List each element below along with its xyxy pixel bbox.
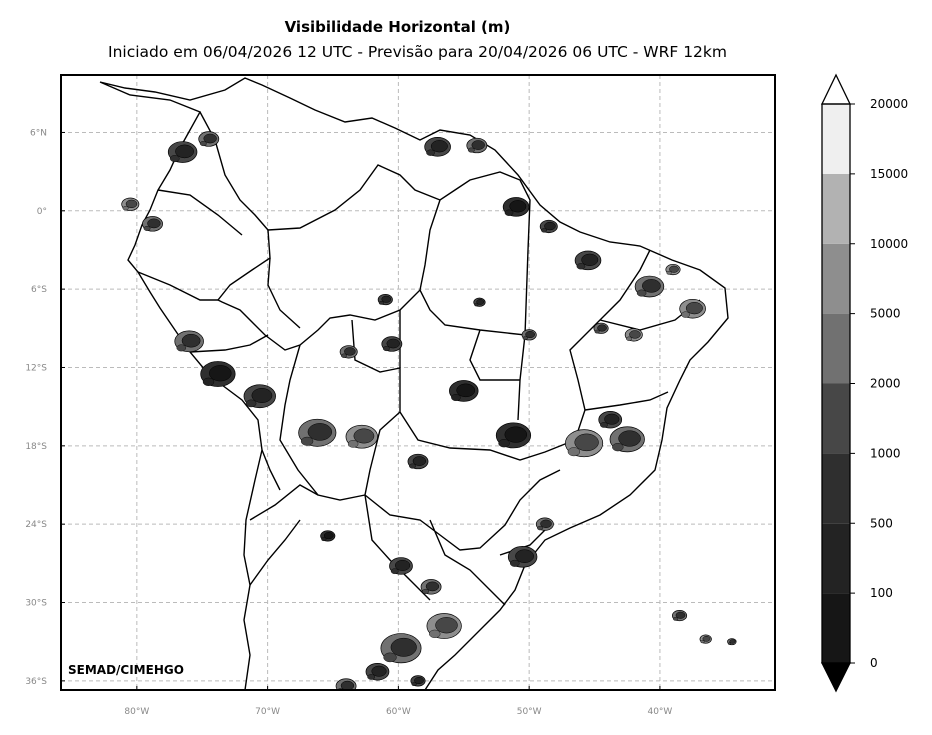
lon-tick-label: 80°W — [124, 707, 149, 717]
low-visibility-areas — [121, 131, 737, 690]
low-visibility-patch — [377, 294, 393, 306]
low-visibility-patch — [624, 328, 643, 342]
credit-label: SEMAD/CIMEHGO — [68, 663, 184, 677]
latitude-ticks: 6°N 0° 6°S 12°S 18°S 24°S 30°S 36°S — [25, 128, 65, 687]
colorbar-segment — [822, 523, 850, 594]
graticule — [61, 75, 775, 690]
low-visibility-patch — [565, 429, 604, 458]
low-visibility-patch — [298, 418, 337, 447]
map-subtitle: Iniciado em 06/04/2026 12 UTC - Previsão… — [108, 43, 727, 61]
colorbar-segment — [822, 243, 850, 314]
low-visibility-patch — [495, 422, 532, 449]
lon-tick-label: 40°W — [647, 707, 672, 717]
lat-tick-label: 0° — [37, 207, 47, 217]
lat-tick-label: 30°S — [25, 599, 47, 609]
low-visibility-patch — [198, 131, 220, 147]
low-visibility-patch — [449, 380, 479, 402]
colorbar-segment — [822, 383, 850, 454]
low-visibility-patch — [335, 678, 357, 690]
colorbar-segment — [822, 104, 850, 174]
colorbar-label: 100 — [870, 586, 893, 600]
lat-tick-label: 24°S — [25, 520, 47, 530]
colorbar-label: 500 — [870, 516, 893, 530]
low-visibility-patch — [420, 579, 442, 595]
colorbar-segment — [822, 593, 850, 663]
low-visibility-patch — [535, 517, 554, 531]
map-frame — [60, 74, 776, 691]
colorbar-segment — [822, 313, 850, 384]
colorbar-segment — [822, 173, 850, 244]
low-visibility-patch — [665, 263, 681, 276]
low-visibility-patch — [345, 424, 378, 449]
low-visibility-patch — [339, 345, 358, 359]
low-visibility-patch — [200, 361, 236, 387]
low-visibility-patch — [243, 384, 276, 409]
low-visibility-patch — [574, 250, 602, 271]
low-visibility-patch — [320, 530, 336, 542]
low-visibility-patch — [699, 634, 712, 644]
low-visibility-patch — [389, 557, 413, 575]
low-visibility-patch — [167, 141, 198, 163]
lat-tick-label: 6°N — [30, 128, 47, 138]
low-visibility-patch — [593, 322, 609, 334]
colorbar-label: 10000 — [870, 237, 908, 251]
colorbar-extend-max — [820, 73, 852, 105]
lat-tick-label: 12°S — [25, 363, 47, 373]
map-title: Visibilidade Horizontal (m) — [284, 18, 511, 36]
low-visibility-patch — [380, 633, 422, 664]
low-visibility-patch — [174, 330, 204, 353]
low-visibility-patch — [466, 137, 488, 154]
colorbar-label: 20000 — [870, 97, 908, 111]
colorbar-extend-min — [820, 662, 852, 693]
low-visibility-patch — [424, 137, 451, 157]
colorbar-label: 0 — [870, 656, 878, 670]
lat-tick-label: 18°S — [25, 442, 47, 452]
brazil-border — [216, 164, 531, 351]
map-content — [99, 77, 737, 690]
lon-tick-label: 60°W — [386, 707, 411, 717]
low-visibility-patch — [142, 216, 163, 232]
low-visibility-patch — [426, 613, 462, 639]
andes-borders — [137, 111, 431, 601]
longitude-ticks: 80°W 70°W 60°W 50°W 40°W — [124, 686, 672, 717]
colorbar-label: 5000 — [870, 307, 901, 321]
low-visibility-patch — [502, 197, 530, 217]
low-visibility-patch — [671, 609, 688, 622]
low-visibility-patch — [381, 336, 403, 352]
low-visibility-patch — [121, 197, 140, 211]
low-visibility-patch — [410, 675, 426, 687]
colorbar-label: 2000 — [870, 377, 901, 391]
lon-tick-label: 50°W — [517, 707, 542, 717]
low-visibility-patch — [473, 297, 486, 307]
lat-tick-label: 6°S — [31, 285, 47, 295]
state-lines — [267, 199, 701, 606]
low-visibility-patch — [598, 410, 623, 429]
low-visibility-patch — [634, 275, 665, 298]
low-visibility-patch — [609, 426, 645, 453]
colorbar-label: 15000 — [870, 167, 908, 181]
low-visibility-patch — [365, 663, 390, 681]
low-visibility-patch — [521, 329, 537, 341]
colorbar-label: 1000 — [870, 446, 901, 460]
low-visibility-patch — [507, 546, 538, 568]
low-visibility-patch — [539, 219, 558, 234]
map-background — [61, 75, 775, 690]
lat-tick-label: 36°S — [25, 677, 47, 687]
low-visibility-patch — [407, 453, 429, 470]
colorbar-segment — [822, 453, 850, 524]
low-visibility-patch — [679, 298, 706, 319]
lon-tick-label: 70°W — [255, 707, 280, 717]
low-visibility-patch — [727, 638, 737, 646]
colorbar: 0 100 500 1000 2000 5000 10000 15000 20000 — [820, 73, 908, 693]
